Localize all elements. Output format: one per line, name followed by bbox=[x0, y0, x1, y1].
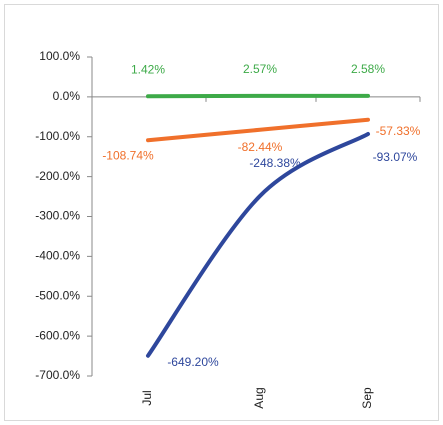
data-label: -649.20% bbox=[167, 355, 219, 369]
y-tick-label: 100.0% bbox=[39, 49, 80, 63]
data-label: -248.38% bbox=[249, 156, 301, 170]
x-tick-label: Jul bbox=[140, 390, 154, 405]
data-label: -82.44% bbox=[238, 140, 283, 154]
y-tick-label: 0.0% bbox=[53, 89, 81, 103]
data-label: -108.74% bbox=[102, 148, 154, 162]
line bbox=[146, 131, 370, 358]
y-tick-label: -400.0% bbox=[35, 249, 80, 263]
y-tick-label: -100.0% bbox=[35, 129, 80, 143]
y-tick-label: -200.0% bbox=[35, 169, 80, 183]
x-tick-label: Aug bbox=[252, 387, 266, 408]
data-label: -57.33% bbox=[376, 124, 421, 138]
x-tick-label: Sep bbox=[360, 387, 374, 409]
y-tick-label: -500.0% bbox=[35, 288, 80, 302]
y-tick-label: -300.0% bbox=[35, 209, 80, 223]
y-tick-label: -600.0% bbox=[35, 328, 80, 342]
data-label: 2.57% bbox=[243, 62, 277, 76]
data-label: -93.07% bbox=[373, 150, 418, 164]
data-label: 2.58% bbox=[351, 62, 385, 76]
chart-frame bbox=[4, 4, 439, 421]
line bbox=[146, 117, 370, 143]
y-tick-label: -700.0% bbox=[35, 368, 80, 382]
data-label: 1.42% bbox=[131, 62, 165, 76]
